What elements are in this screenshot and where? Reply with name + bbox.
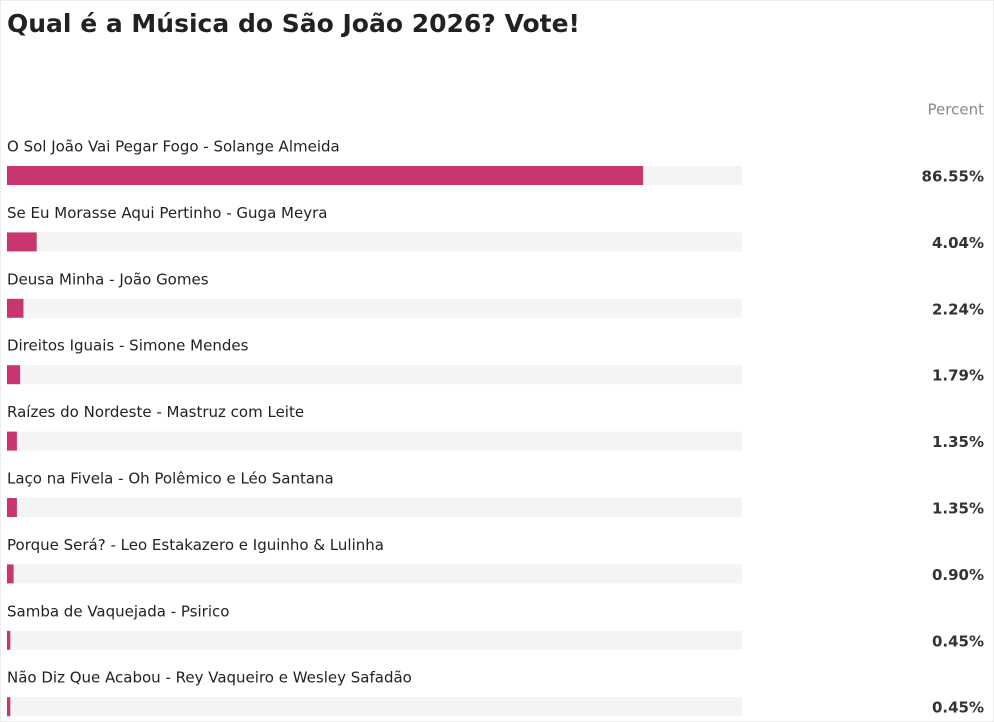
- bar: [7, 232, 37, 252]
- option-label: Laço na Fivela - Oh Polêmico e Léo Santa…: [7, 470, 334, 488]
- bar-track: [7, 630, 742, 650]
- value-label: 1.35%: [932, 433, 984, 451]
- bar-track: [7, 298, 742, 318]
- bar: [7, 431, 17, 451]
- value-label: 0.90%: [932, 566, 984, 584]
- value-label: 86.55%: [922, 168, 984, 186]
- value-label: 0.45%: [932, 699, 984, 717]
- option-label: Se Eu Morasse Aqui Pertinho - Guga Meyra: [7, 204, 327, 222]
- bar: [7, 498, 17, 517]
- value-label: 1.79%: [932, 367, 984, 385]
- value-label: 0.45%: [932, 632, 984, 650]
- bar: [7, 564, 14, 584]
- bar-track: [7, 431, 742, 451]
- option-label: Porque Será? - Leo Estakazero e Iguinho …: [7, 536, 384, 554]
- option-label: Não Diz Que Acabou - Rey Vaqueiro e Wesl…: [7, 669, 412, 687]
- option-label: Deusa Minha - João Gomes: [7, 270, 209, 288]
- option-label: Direitos Iguais - Simone Mendes: [7, 337, 249, 355]
- poll-title: Qual é a Música do São João 2026? Vote!: [7, 9, 580, 38]
- bar-track: [7, 697, 742, 717]
- option-label: Samba de Vaquejada - Psirico: [7, 602, 229, 620]
- bar: [7, 166, 644, 185]
- bar: [7, 697, 11, 717]
- value-header: Percent: [928, 101, 985, 119]
- bar-track: [7, 564, 742, 584]
- bar: [7, 630, 11, 650]
- bar-track: [7, 365, 742, 385]
- option-label: Raízes do Nordeste - Mastruz com Leite: [7, 403, 304, 421]
- bar: [7, 298, 24, 318]
- bar-track: [7, 232, 742, 252]
- value-label: 1.35%: [932, 500, 984, 518]
- bar: [7, 365, 21, 385]
- option-label: O Sol João Vai Pegar Fogo - Solange Alme…: [7, 138, 340, 156]
- value-label: 2.24%: [932, 300, 984, 318]
- value-label: 4.04%: [932, 234, 984, 252]
- bar-track: [7, 498, 742, 517]
